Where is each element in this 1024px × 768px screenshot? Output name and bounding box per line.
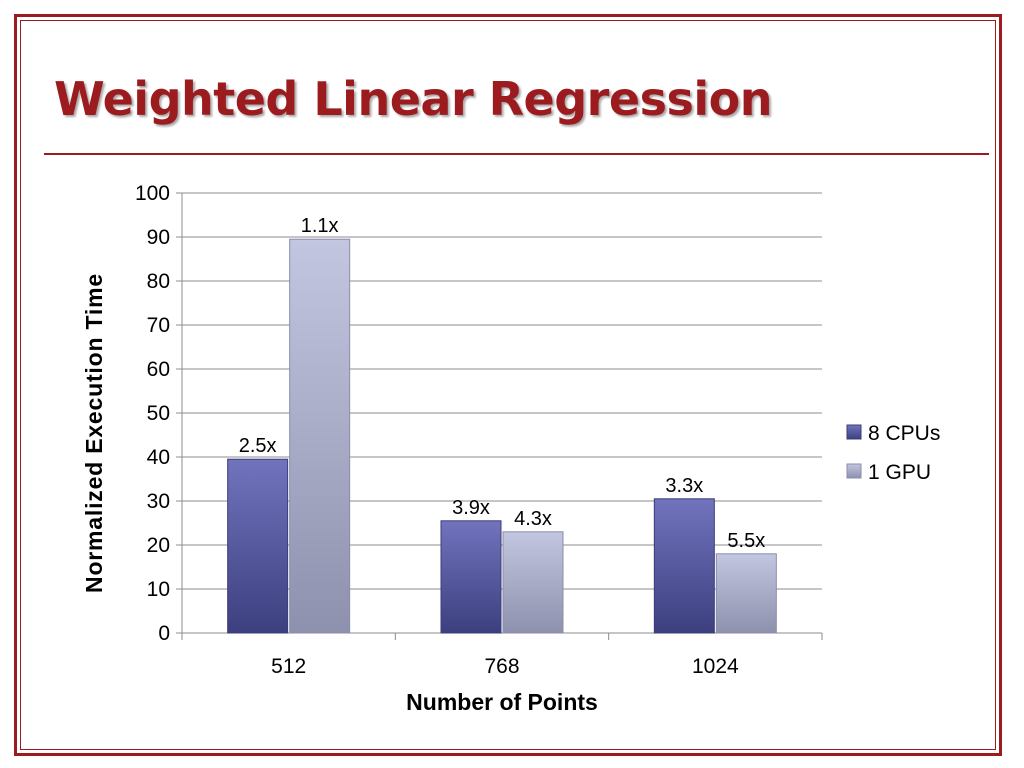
x-tick-label: 512: [271, 655, 306, 678]
legend-label: 8 CPUs: [868, 422, 940, 445]
data-labels: 2.5x 1.1x 3.9x 4.3x 3.3x 5.5x: [239, 215, 765, 552]
y-tick-label: 30: [147, 490, 170, 513]
data-label: 3.3x: [665, 475, 703, 497]
bar-8-cpus-768: [440, 520, 502, 634]
data-label: 3.9x: [452, 497, 490, 519]
y-tick-label: 90: [147, 226, 170, 249]
y-tick-label: 10: [147, 578, 170, 601]
y-tick-label: 50: [147, 402, 170, 425]
slide-frame-inner: [20, 20, 996, 750]
slide-frame-outer: [14, 14, 1002, 756]
y-tick-label: 60: [147, 358, 170, 381]
data-label: 5.5x: [727, 530, 765, 552]
y-tick-label: 100: [135, 182, 170, 205]
data-label: 2.5x: [239, 435, 277, 457]
y-tick-label: 20: [147, 534, 170, 557]
legend-swatch: [846, 463, 862, 479]
gridlines: [182, 192, 822, 634]
bars: [227, 238, 777, 634]
bar-1-gpu-1024: [715, 553, 777, 634]
y-axis-title: Normalized Execution Time: [81, 273, 107, 593]
data-label: 1.1x: [301, 215, 339, 237]
bar-8-cpus-512: [227, 458, 289, 634]
y-tick-label: 80: [147, 270, 170, 293]
bar-8-cpus-1024: [653, 498, 715, 634]
legend-label: 1 GPU: [868, 461, 931, 484]
x-tick-label: 1024: [692, 655, 739, 678]
legend-swatch: [846, 424, 862, 440]
y-tick-label: 40: [147, 446, 170, 469]
x-axis-title: Number of Points: [406, 689, 598, 715]
y-tick-label: 70: [147, 314, 170, 337]
bar-1-gpu-512: [289, 238, 351, 634]
x-tick-label: 768: [484, 655, 519, 678]
data-label: 4.3x: [514, 508, 552, 530]
legend: 8 CPUs 1 GPU: [846, 422, 940, 484]
slide-title: Weighted Linear Regression: [54, 72, 772, 126]
axes: 0 10 20 30 40 50 60 70 80 90 100 512 768 1024 Number o…: [81, 182, 823, 715]
bar-1-gpu-768: [502, 531, 564, 634]
title-rule: [44, 153, 989, 155]
y-tick-label: 0: [158, 622, 170, 645]
